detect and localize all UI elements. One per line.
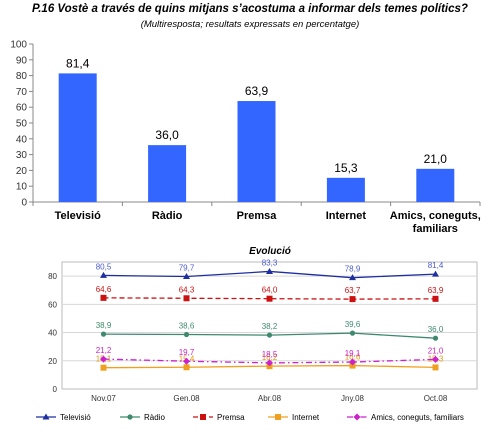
series-point	[183, 364, 190, 371]
series-point	[349, 330, 356, 336]
series-point	[432, 295, 439, 302]
bar-value-label: 21,0	[424, 152, 448, 166]
series-data-label: 80,5	[96, 262, 112, 271]
legend-label: Internet	[292, 413, 320, 422]
bar-y-tick-label: 100	[10, 40, 27, 51]
legend-label: Amics, coneguts, familiars	[371, 413, 464, 422]
legend-marker	[42, 413, 50, 420]
legend-marker	[275, 414, 281, 420]
bar-category-label: Ràdio	[152, 210, 183, 222]
series-data-label: 64,0	[262, 286, 278, 295]
line-y-tick-label: 20	[48, 357, 57, 366]
line-x-tick-label: Abr.08	[258, 394, 282, 403]
series-point	[100, 355, 107, 363]
series-data-label: 63,9	[428, 286, 444, 295]
series-point	[100, 271, 107, 278]
bar-y-tick-label: 70	[16, 87, 28, 98]
series-point	[183, 295, 190, 302]
series-data-label: 18,5	[262, 350, 278, 359]
series-data-label: 19,1	[345, 349, 361, 358]
bar-chart: 0 10 20 30 40 50 60 70 80 90 100 81,4 Televisió 36,0 R…	[10, 40, 481, 236]
series-data-label: 64,3	[179, 285, 195, 294]
series-point	[349, 358, 356, 366]
series-line	[103, 297, 436, 300]
bar-y-tick-label: 40	[16, 134, 28, 145]
series-data-label: 21,0	[428, 346, 444, 355]
series-point	[266, 295, 273, 302]
series-data-label: 16,6	[345, 353, 361, 362]
bar-value-label: 15,3	[334, 161, 358, 175]
series-point	[432, 335, 439, 341]
bar-value-label: 36,0	[155, 128, 179, 142]
series-data-label: 38,9	[96, 321, 112, 330]
bar-y-tick-label: 50	[16, 119, 28, 130]
bar	[326, 177, 365, 202]
series-data-label: 16,2	[262, 353, 278, 362]
bar-y-tick-label: 20	[16, 166, 28, 177]
line-x-tick-label: Nov.07	[91, 394, 116, 403]
series-point	[183, 357, 190, 365]
series-point	[349, 362, 356, 369]
series-point	[349, 296, 356, 303]
page-title: P.16 Vostè a través de quins mitjans s’a…	[32, 3, 468, 15]
bar-y-tick-label: 0	[21, 198, 27, 209]
bar	[416, 168, 455, 202]
series-data-label: 19,7	[179, 348, 195, 357]
bar-y-tick-label: 60	[16, 103, 28, 114]
bar-category-label: Internet	[326, 210, 367, 222]
line-x-tick-label: Gen.08	[173, 394, 200, 403]
series-data-label: 78,9	[345, 265, 361, 274]
bar	[58, 73, 97, 202]
series-point	[432, 270, 439, 277]
bar	[148, 145, 187, 202]
bar-category-label: Amics, coneguts, familiars	[390, 210, 481, 235]
line-y-tick-label: 0	[53, 385, 58, 394]
series-point	[432, 364, 439, 371]
legend-label: Televisió	[60, 413, 91, 422]
bar-category-label: Televisió	[55, 210, 102, 222]
bar-value-label: 63,9	[245, 84, 269, 98]
series-data-label: 64,6	[96, 285, 112, 294]
series-point	[100, 364, 107, 371]
series-point	[266, 332, 273, 338]
series-point	[183, 273, 190, 280]
bar-y-tick-label: 10	[16, 182, 28, 193]
line-y-tick-label: 60	[48, 300, 57, 309]
series-point	[100, 331, 107, 337]
series-point	[183, 331, 190, 338]
series-point	[266, 267, 273, 274]
series-data-label: 21,2	[96, 346, 112, 355]
bar-value-label: 81,4	[66, 56, 90, 70]
series-data-label: 79,7	[179, 264, 195, 273]
legend-label: Ràdio	[144, 413, 165, 422]
legend-label: Premsa	[217, 413, 245, 422]
bar-y-tick-label: 80	[16, 71, 28, 82]
series-data-label: 38,6	[179, 322, 195, 331]
series-point	[432, 355, 439, 363]
page-subtitle: (Multiresposta; resultats expressats en …	[140, 19, 360, 30]
bar-y-tick-label: 30	[16, 150, 28, 161]
line-y-tick-label: 40	[48, 329, 57, 338]
series-data-label: 81,4	[428, 261, 444, 270]
legend-marker	[200, 414, 206, 420]
line-x-tick-label: Oct.08	[424, 394, 448, 403]
series-point	[349, 274, 356, 281]
legend-marker	[353, 413, 361, 421]
series-data-label: 36,0	[428, 325, 444, 334]
bar-y-tick-label: 90	[16, 55, 28, 66]
line-chart-title: Evolució	[249, 246, 291, 257]
series-data-label: 63,7	[345, 286, 361, 295]
series-data-label: 39,6	[345, 320, 361, 329]
line-x-tick-label: Jny.08	[341, 394, 365, 403]
bar-category-label: Premsa	[237, 210, 278, 222]
legend-marker	[127, 414, 133, 420]
line-y-tick-label: 80	[48, 272, 57, 281]
series-data-label: 38,2	[262, 322, 278, 331]
series-data-label: 83,3	[262, 258, 278, 267]
series-point	[100, 294, 107, 301]
series-point	[266, 359, 273, 367]
bar	[237, 101, 276, 202]
